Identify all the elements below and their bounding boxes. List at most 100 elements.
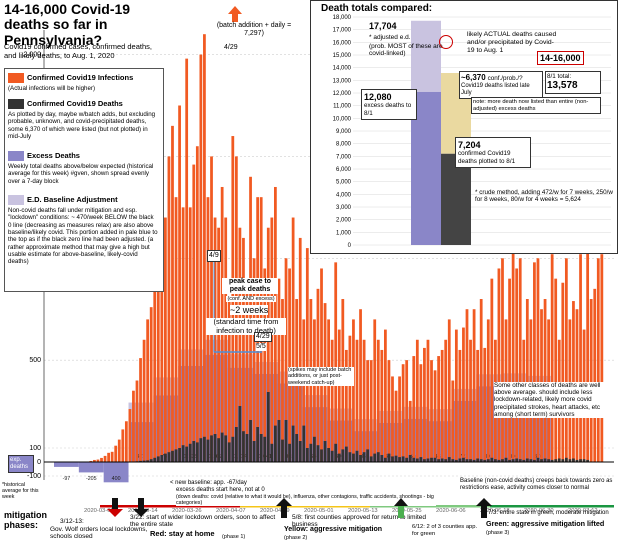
infection-bar (305, 248, 309, 462)
new-baseline-note: < new baseline: app. -67/day (170, 480, 330, 487)
phase-yellow-label: Yellow: aggressive mitigation (284, 526, 383, 533)
phase-green-label: Green: aggressive mitigation lifted (486, 519, 605, 528)
death-bar (582, 459, 586, 462)
infection-bar (167, 156, 171, 463)
x-tick-label: 2020-06-30 (524, 508, 554, 514)
infection-bar (242, 237, 245, 462)
death-bar (525, 458, 529, 462)
infection-bar (171, 125, 174, 463)
death-bar (494, 459, 497, 462)
phase-arrows (107, 498, 492, 518)
death-bar (238, 406, 242, 462)
death-bar (199, 438, 203, 462)
infection-bar (103, 455, 107, 462)
infection-bar (398, 376, 401, 462)
infection-bar (437, 356, 440, 462)
death-bar (277, 420, 281, 462)
death-bar (462, 457, 465, 462)
infection-bar (579, 254, 582, 462)
phase-red-sub: (phase 1) (222, 534, 246, 540)
panel-adjusted-value: 17,704 (369, 21, 397, 31)
infection-bar (533, 262, 536, 462)
death-bar (405, 457, 409, 462)
death-bar (440, 458, 444, 462)
legend-baseline-swatch (8, 195, 24, 205)
infection-bar (302, 319, 306, 462)
panel-y-tick-label: 2,000 (336, 218, 352, 224)
phase-p2-arrow-icon (133, 498, 149, 517)
death-bar (557, 458, 561, 462)
death-bar (568, 459, 572, 462)
infection-bar (554, 278, 558, 462)
panel-bar-chart: 18,000 17,000 16,000 15,000 14,000 13,000 12,0… (333, 15, 611, 249)
infection-bar (195, 146, 199, 463)
legend-infections-note: (Actual infections will be higher) (8, 85, 96, 92)
death-totals-panel: Death totals compared: 18,000 17,000 16,00… (310, 0, 618, 254)
death-bar (188, 443, 192, 462)
infection-bar (373, 319, 377, 462)
date-55-label: 5/5 (256, 343, 266, 352)
death-bar (511, 459, 515, 462)
death-bar (327, 448, 330, 462)
infection-bar (525, 299, 529, 462)
infection-bar (423, 347, 426, 462)
infection-bar (412, 356, 416, 462)
infection-bar (107, 452, 110, 462)
legend-deaths-note: As plotted by day, maybe w/batch adds, b… (8, 111, 156, 140)
death-bar (167, 452, 171, 462)
death-bar (479, 459, 483, 462)
death-bar (291, 425, 295, 462)
death-bar (284, 420, 288, 462)
chart-title: 14-16,000 Covid-19 deaths so far in Penn… (4, 1, 131, 48)
spikes-note: (spikes may include batch additions, or … (288, 367, 354, 386)
death-bar (376, 452, 380, 462)
death-bar (476, 458, 480, 462)
infection-bar (483, 347, 487, 462)
death-bar (504, 457, 508, 462)
infection-bar (188, 207, 192, 462)
death-bar (465, 459, 469, 462)
infection-bar (401, 364, 405, 462)
infection-bar (164, 217, 167, 462)
death-bar (423, 459, 426, 462)
panel-y-tick-label: 11,000 (333, 104, 352, 110)
death-bar (391, 456, 394, 462)
infection-bar (359, 309, 362, 462)
phase-p1-text: Gov. Wolf orders local lockdowns, school… (50, 526, 148, 541)
infection-bar (124, 421, 128, 462)
panel-range-box: 14-16,000 (537, 51, 584, 66)
panel-excess-value: 12,080 (364, 92, 392, 102)
panel-y-tick-label: 9,000 (336, 129, 352, 135)
infection-bar (146, 319, 150, 462)
infection-bar (142, 339, 146, 462)
infection-bar (362, 339, 366, 462)
death-bar (433, 457, 437, 462)
death-bar (497, 459, 501, 462)
panel-confirmed-bar (441, 153, 471, 245)
infection-bar (486, 319, 490, 462)
death-bar (359, 455, 362, 462)
panel-title: Death totals compared: (321, 3, 433, 14)
infection-bar (355, 339, 359, 462)
death-bar (305, 448, 309, 462)
death-bar (213, 434, 217, 462)
infection-bar (192, 164, 196, 462)
infection-bar (366, 360, 370, 462)
infection-bar (586, 237, 590, 462)
death-bar (281, 439, 284, 462)
x-tick-label: 2020-05-01 (304, 508, 334, 514)
death-bar (185, 446, 189, 462)
death-bar (454, 459, 458, 462)
death-bar (430, 457, 433, 462)
infection-bar (376, 339, 380, 462)
death-bar (540, 459, 543, 462)
death-bar (458, 458, 462, 462)
infection-bar (89, 460, 93, 462)
death-bar (192, 441, 196, 462)
panel-confirmed-box: 7,204 confirmed Covid19 deaths plotted t… (455, 137, 531, 168)
death-bar (515, 458, 519, 462)
infection-bar (352, 319, 355, 462)
excess-deaths-block (103, 462, 129, 483)
legend-baseline-note: Non-covid deaths fall under mitigation a… (8, 207, 158, 266)
infection-bar (178, 105, 181, 463)
